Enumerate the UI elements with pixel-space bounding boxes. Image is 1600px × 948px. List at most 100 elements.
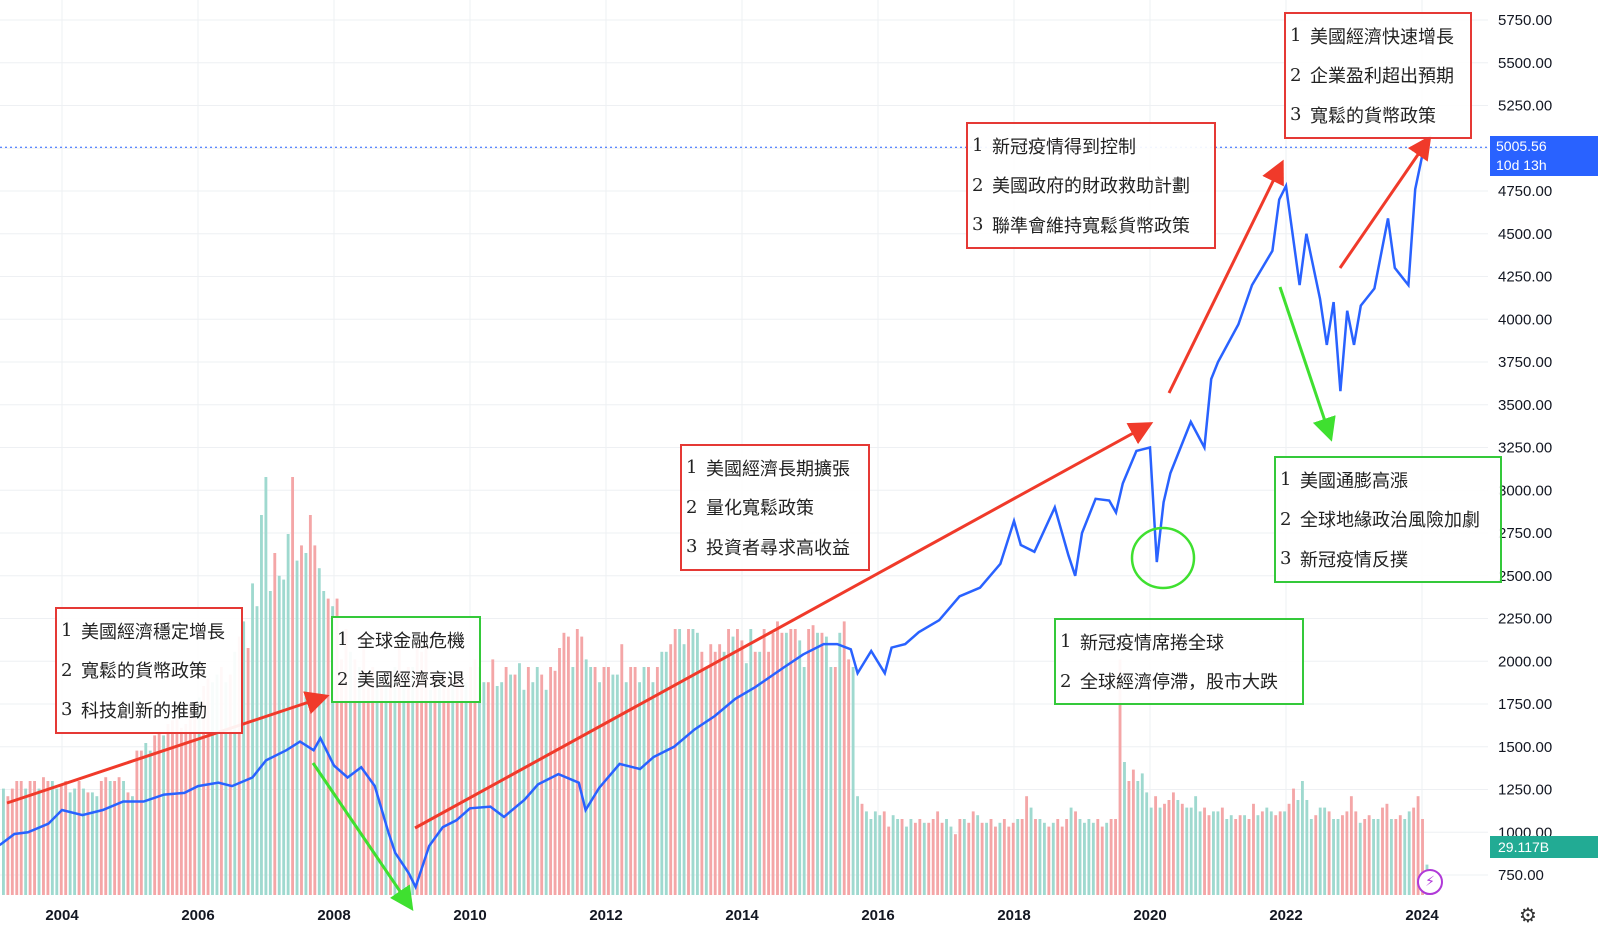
volume-bar [575, 629, 579, 895]
volume-bar [1180, 803, 1184, 895]
volume-bar [1016, 819, 1020, 895]
volume-bar [664, 651, 668, 895]
volume-bar [397, 648, 401, 895]
volume-bar [1207, 815, 1211, 895]
red-trend-arrow [1338, 135, 1432, 269]
volume-bar [749, 629, 753, 895]
volume-bar [117, 777, 121, 895]
volume-bar [1367, 815, 1371, 895]
volume-bar [958, 819, 962, 895]
volume-bar [758, 651, 762, 895]
y-tick-label: 2000.00 [1498, 653, 1552, 670]
volume-bar [411, 667, 415, 895]
y-tick-label: 1250.00 [1498, 782, 1552, 799]
y-tick-label: 5500.00 [1498, 55, 1552, 72]
volume-bar [744, 663, 748, 895]
volume-bar [291, 477, 295, 895]
volume-bar [936, 811, 940, 895]
volume-bar [589, 667, 593, 895]
volume-bar [687, 629, 690, 895]
y-tick-label: 5250.00 [1498, 98, 1552, 115]
volume-bar [1305, 800, 1309, 895]
volume-bar [776, 621, 779, 895]
volume-bar [251, 583, 254, 895]
volume-bar [86, 792, 90, 895]
volume-bar [264, 477, 268, 895]
volume-bar [68, 792, 72, 895]
volume-bar [731, 636, 735, 895]
volume-bar [1020, 819, 1024, 895]
x-tick-label: 2004 [45, 907, 79, 924]
volume-bar [1123, 762, 1126, 895]
volume-bar [647, 667, 650, 895]
volume-bar [549, 667, 553, 895]
volume-bar [931, 819, 935, 895]
volume-bar [59, 784, 63, 895]
volume-bar [1336, 819, 1340, 895]
volume-bar [1011, 822, 1015, 895]
y-tick-label: 750.00 [1498, 867, 1544, 884]
volume-bar [807, 629, 811, 895]
volume-bar [6, 796, 10, 895]
lightning-icon[interactable]: ⚡ [1417, 869, 1443, 895]
y-tick-label: 3500.00 [1498, 397, 1552, 414]
countdown-value: 10d 13h [1496, 157, 1547, 173]
y-tick-label: 4000.00 [1498, 311, 1552, 328]
volume-bar [375, 674, 379, 895]
volume-bar [255, 606, 259, 895]
volume-bar [37, 788, 41, 895]
volume-bar [700, 651, 704, 895]
volume-bar [842, 621, 846, 895]
volume-bar [909, 819, 913, 895]
volume-bar [509, 674, 512, 895]
volume-bar [1140, 773, 1144, 895]
volume-bar [286, 534, 290, 895]
volume-bar [655, 667, 659, 895]
volume-bar [1029, 807, 1033, 895]
volume-bar [540, 674, 544, 895]
volume-bar [736, 629, 739, 895]
volume-bar [393, 667, 397, 895]
volume-bar [50, 781, 54, 895]
volume-bar [989, 819, 993, 895]
volume-bar [678, 629, 682, 895]
volume-bar [816, 632, 819, 895]
volume-bar [1083, 822, 1086, 895]
volume-bar [233, 651, 237, 895]
volume-bar [544, 689, 548, 895]
annotation-box-financial-crisis: 1 全球金融危機 2 美國經濟衰退 [331, 616, 481, 703]
volume-bar [1078, 819, 1082, 895]
volume-bar [1323, 807, 1327, 895]
gear-icon[interactable]: ⚙ [1519, 903, 1537, 927]
volume-bar [607, 667, 610, 895]
volume-bar [1341, 815, 1344, 895]
volume-bar [1007, 826, 1011, 895]
volume-bar [19, 781, 23, 895]
volume-bar [891, 815, 895, 895]
volume-bar [389, 674, 392, 895]
volume-bar [473, 659, 477, 895]
volume-bar [335, 598, 339, 895]
volume-bar [1203, 807, 1206, 895]
volume-bar [331, 606, 335, 895]
volume-bar [971, 811, 975, 895]
volume-bar [139, 750, 143, 895]
volume-bar [1074, 811, 1077, 895]
volume-bar [268, 591, 272, 895]
volume-bar [202, 686, 206, 895]
volume-bar [962, 819, 966, 895]
volume-bar [878, 815, 882, 895]
red-trend-arrow [414, 422, 1154, 830]
volume-bar [406, 667, 410, 895]
volume-bar [1069, 807, 1073, 895]
volume-bar [162, 735, 165, 895]
y-tick-label: 5750.00 [1498, 12, 1552, 29]
volume-bar [976, 815, 980, 895]
volume-bar [55, 788, 59, 895]
volume-bar [651, 682, 655, 895]
volume-bar [1109, 819, 1113, 895]
volume-bar [566, 636, 570, 895]
volume-bar [660, 651, 664, 895]
volume-bar [945, 819, 948, 895]
volume-bar [1421, 819, 1424, 895]
